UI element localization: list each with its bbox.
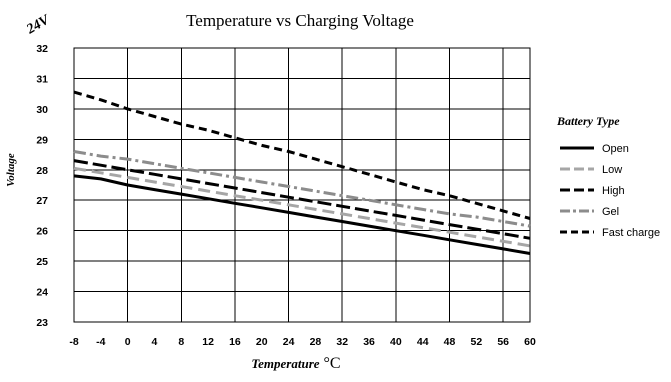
series-line-low	[73, 166, 531, 248]
x-tick-label: 56	[497, 336, 509, 348]
legend-label: Gel	[602, 206, 619, 218]
legend-items: Open Low High Gel Fast charge	[560, 143, 660, 239]
x-tick-label: 20	[256, 336, 268, 348]
x-tick-label: 40	[390, 336, 402, 348]
x-axis-label: Temperature °C	[251, 355, 340, 372]
x-tick-label: 28	[310, 336, 322, 348]
x-tick-label: 52	[471, 336, 483, 348]
grid	[73, 47, 531, 323]
x-tick-label: 24	[283, 336, 295, 348]
corner-label: 24V	[24, 12, 54, 38]
x-tick-label: 48	[444, 336, 456, 348]
x-axis-unit: °C	[324, 355, 341, 372]
y-tick-label: 31	[36, 73, 48, 85]
chart-title: Temperature vs Charging Voltage	[186, 11, 414, 30]
x-tick-label: 44	[417, 336, 429, 348]
series-line-high	[73, 159, 531, 240]
y-tick-label: 32	[36, 43, 48, 55]
x-tick-label: 0	[125, 336, 131, 348]
y-tick-label: 26	[36, 226, 48, 238]
x-tick-labels: -8 -4 0 4 8 12 16 20 24 28 32 36 40 44 48 52 56 60	[69, 336, 536, 348]
x-tick-label: 4	[152, 336, 158, 348]
legend-label: High	[602, 185, 625, 197]
x-tick-label: -4	[96, 336, 105, 348]
x-tick-label: 8	[178, 336, 184, 348]
y-axis-label: Voltage	[5, 153, 17, 187]
series-line-open	[73, 174, 531, 255]
series-line-gel	[73, 150, 531, 228]
legend-title: Battery Type	[556, 114, 620, 128]
x-tick-label: -8	[69, 336, 78, 348]
plot-frame	[73, 47, 531, 323]
x-tick-label: 32	[336, 336, 348, 348]
y-tick-label: 23	[36, 317, 48, 329]
y-tick-labels: 23 24 25 26 27 28 29 30 31 32	[36, 43, 48, 329]
legend: Battery Type Open Low High Gel Fast charge	[556, 114, 660, 239]
y-tick-label: 29	[36, 134, 48, 146]
x-tick-label: 12	[202, 336, 214, 348]
x-tick-label: 36	[363, 336, 375, 348]
y-tick-label: 30	[36, 104, 48, 116]
series-line-fast-charge	[73, 90, 531, 220]
x-axis-label-text: Temperature	[251, 356, 319, 371]
series-lines	[73, 90, 531, 255]
legend-label: Open	[602, 143, 629, 155]
legend-label: Low	[602, 164, 622, 176]
y-tick-label: 27	[36, 195, 48, 207]
x-tick-label: 60	[524, 336, 536, 348]
y-tick-label: 25	[36, 256, 48, 268]
legend-label: Fast charge	[602, 227, 660, 239]
y-tick-label: 28	[36, 165, 48, 177]
x-tick-label: 16	[229, 336, 241, 348]
y-tick-label: 24	[36, 287, 48, 299]
